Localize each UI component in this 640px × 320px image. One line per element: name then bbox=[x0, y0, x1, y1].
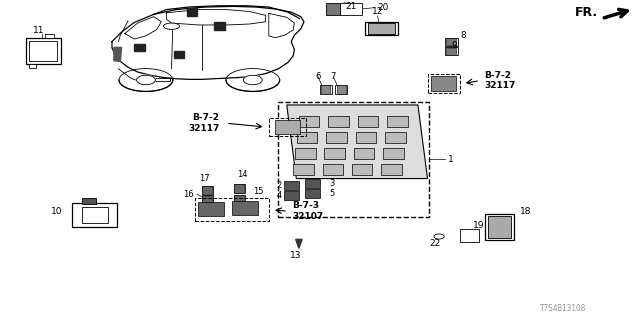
Bar bbox=[305, 179, 320, 188]
Text: 21: 21 bbox=[345, 2, 356, 11]
Bar bbox=[460, 229, 479, 242]
Bar bbox=[328, 116, 349, 127]
Bar bbox=[284, 191, 299, 200]
Bar bbox=[234, 184, 245, 193]
Text: 5: 5 bbox=[330, 189, 335, 198]
Text: 3: 3 bbox=[330, 179, 335, 188]
Bar bbox=[445, 47, 458, 55]
Bar bbox=[340, 3, 362, 15]
Bar bbox=[187, 8, 197, 16]
Bar bbox=[445, 38, 458, 46]
Bar bbox=[45, 34, 54, 38]
Bar bbox=[485, 214, 514, 240]
Bar bbox=[352, 164, 372, 175]
Bar bbox=[323, 164, 343, 175]
Bar bbox=[82, 198, 96, 204]
Bar bbox=[326, 132, 347, 143]
Text: 19: 19 bbox=[473, 221, 484, 230]
Bar bbox=[446, 48, 456, 55]
Bar bbox=[198, 202, 224, 216]
Bar bbox=[202, 195, 213, 204]
Text: 1: 1 bbox=[448, 155, 454, 164]
Bar bbox=[381, 164, 402, 175]
Text: 4: 4 bbox=[276, 191, 282, 200]
Text: 6: 6 bbox=[316, 72, 321, 81]
Text: 17: 17 bbox=[200, 174, 210, 183]
Text: 16: 16 bbox=[183, 190, 194, 199]
Bar bbox=[305, 189, 320, 198]
Bar bbox=[134, 44, 145, 51]
Text: 22: 22 bbox=[429, 239, 441, 248]
Polygon shape bbox=[114, 47, 122, 61]
Bar bbox=[269, 118, 306, 136]
Bar bbox=[174, 51, 184, 58]
Text: 8: 8 bbox=[461, 31, 467, 40]
Text: B-7-2
32117: B-7-2 32117 bbox=[484, 71, 516, 90]
Bar bbox=[368, 23, 395, 34]
Bar bbox=[26, 38, 61, 64]
Bar bbox=[324, 148, 345, 159]
Bar bbox=[293, 164, 314, 175]
Bar bbox=[234, 184, 244, 193]
Bar bbox=[320, 85, 332, 94]
Bar bbox=[278, 102, 429, 217]
Bar bbox=[232, 201, 258, 215]
Text: 18: 18 bbox=[520, 207, 531, 216]
Text: 7: 7 bbox=[331, 72, 336, 81]
Bar bbox=[299, 116, 319, 127]
Bar bbox=[431, 76, 456, 91]
Polygon shape bbox=[296, 239, 302, 248]
Circle shape bbox=[136, 75, 156, 85]
Bar bbox=[365, 22, 398, 35]
Bar bbox=[488, 216, 511, 238]
Text: T7S4B13108: T7S4B13108 bbox=[540, 304, 586, 313]
Text: B-7-3
32107: B-7-3 32107 bbox=[292, 202, 324, 221]
Bar bbox=[214, 22, 225, 30]
Bar bbox=[428, 74, 460, 93]
Text: 9: 9 bbox=[451, 41, 457, 50]
Text: 20: 20 bbox=[378, 3, 389, 12]
Bar bbox=[383, 148, 404, 159]
Polygon shape bbox=[287, 105, 428, 179]
Bar bbox=[202, 186, 212, 194]
Bar bbox=[202, 196, 212, 204]
Text: 15: 15 bbox=[253, 188, 263, 196]
Bar bbox=[295, 148, 316, 159]
Bar bbox=[284, 181, 299, 190]
Bar bbox=[337, 85, 346, 94]
Bar bbox=[29, 64, 36, 68]
Bar bbox=[335, 85, 347, 94]
Bar bbox=[82, 207, 108, 223]
Bar bbox=[29, 41, 57, 61]
Bar bbox=[385, 132, 406, 143]
Text: 10: 10 bbox=[51, 207, 63, 216]
Bar bbox=[354, 148, 374, 159]
Bar bbox=[195, 198, 269, 221]
Text: 2: 2 bbox=[276, 181, 282, 190]
Text: B-7-2
32117: B-7-2 32117 bbox=[188, 114, 220, 133]
Bar bbox=[234, 195, 245, 204]
Bar bbox=[358, 116, 378, 127]
Text: 14: 14 bbox=[237, 170, 247, 179]
Bar bbox=[387, 116, 408, 127]
Bar bbox=[202, 186, 213, 195]
Polygon shape bbox=[326, 3, 340, 15]
Text: 13: 13 bbox=[290, 251, 301, 260]
Text: FR.: FR. bbox=[575, 6, 598, 19]
Bar bbox=[321, 85, 330, 94]
Bar bbox=[356, 132, 376, 143]
Circle shape bbox=[434, 234, 444, 239]
Bar bbox=[297, 132, 317, 143]
Bar bbox=[446, 38, 456, 45]
Bar bbox=[72, 203, 117, 227]
Text: 11: 11 bbox=[33, 26, 44, 35]
Text: 12: 12 bbox=[372, 7, 383, 16]
Circle shape bbox=[243, 75, 262, 85]
Bar bbox=[275, 120, 300, 134]
Bar bbox=[234, 195, 244, 203]
Ellipse shape bbox=[164, 23, 179, 29]
